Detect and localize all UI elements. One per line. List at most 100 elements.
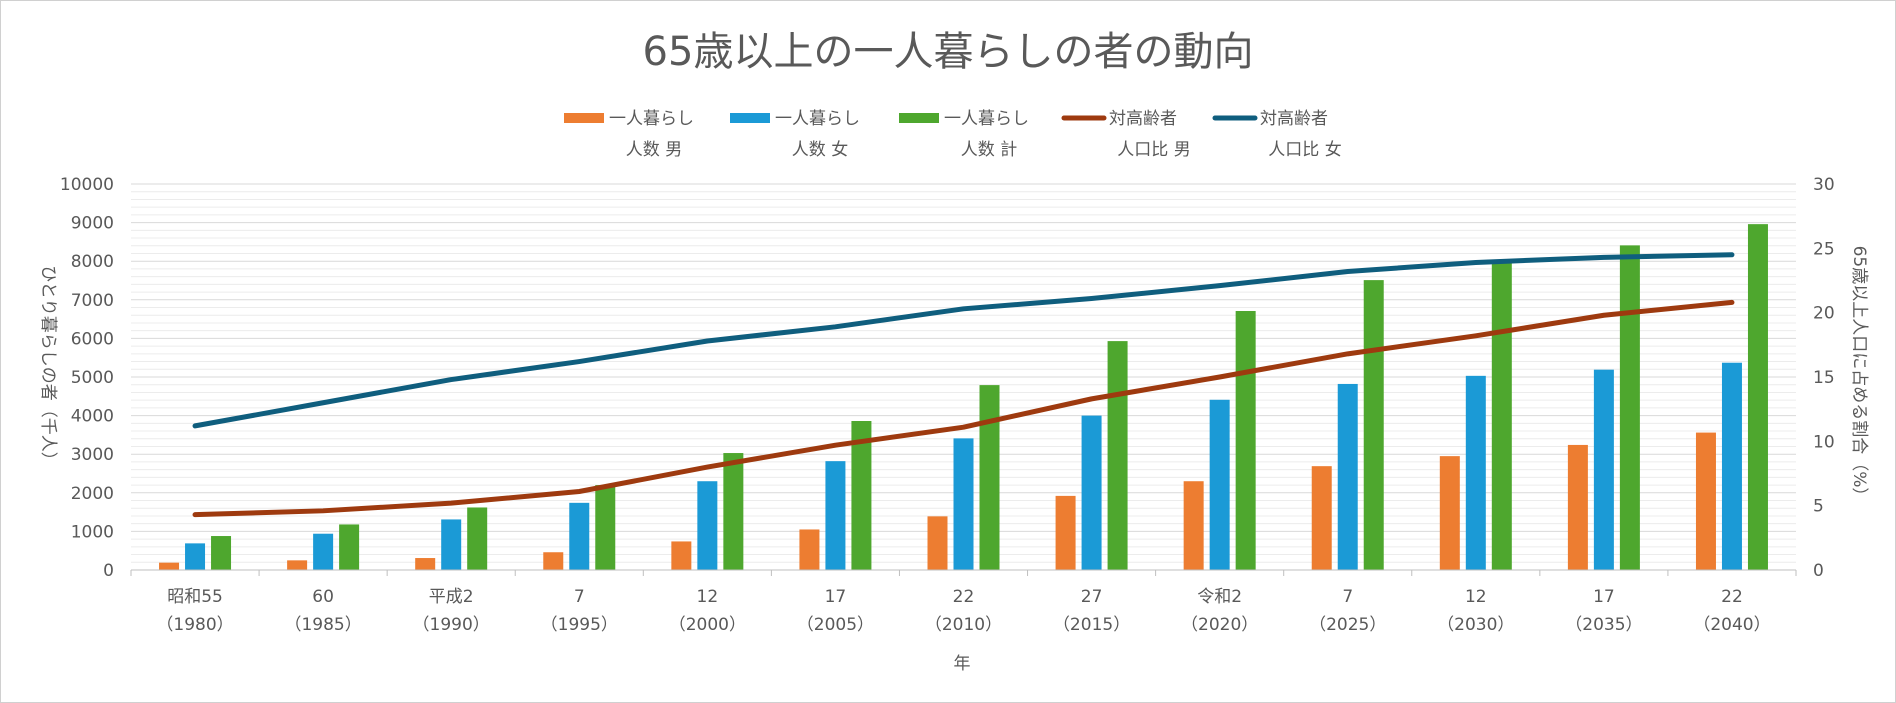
x-tick-label: 12 [697,587,719,607]
bar [1593,369,1614,570]
bar [953,438,974,570]
bar [1439,456,1460,570]
bar [723,453,744,570]
bar [1695,432,1716,570]
x-tick-label: 60 [312,587,334,607]
x-axis-title: 年 [954,654,971,674]
bars [159,224,1768,571]
x-tick-label: 平成2 [429,587,474,607]
y-tick-label: 1000 [71,522,114,542]
bar [211,536,232,570]
x-tick-sublabel: （2030） [1437,615,1514,635]
x-tick-sublabel: （2025） [1309,615,1386,635]
y-tick-label: 0 [103,561,114,581]
x-tick-sublabel: （2035） [1565,615,1642,635]
y2-tick-label: 15 [1813,368,1835,388]
bar [1055,495,1076,570]
y-tick-label: 6000 [71,329,114,349]
x-tick-label: 17 [825,587,847,607]
bar [979,385,1000,570]
legend-label: 人口比 女 [1268,140,1341,160]
x-tick-sublabel: （2015） [1053,615,1130,635]
x-tick-sublabel: （2020） [1181,615,1258,635]
bar [543,552,564,570]
bar [1183,481,1204,570]
bar [415,558,436,570]
lines [192,252,1735,518]
legend-label: 人数 女 [792,140,848,160]
bar [313,533,334,570]
bar [799,529,820,570]
bar [1337,383,1358,570]
y2-tick-label: 30 [1813,175,1835,195]
bar [1747,224,1768,571]
legend-label: 対高齢者 [1260,109,1328,129]
y2-tick-label: 10 [1813,432,1835,452]
legend-swatch [730,113,770,123]
x-tick-label: 22 [1721,587,1743,607]
bar [671,541,692,570]
bar [1209,399,1230,570]
bar [159,562,180,570]
bar [825,461,846,570]
bar [569,502,590,570]
x-tick-label: 12 [1465,587,1487,607]
bar [851,421,872,570]
y-tick-label: 7000 [71,291,114,311]
y2-tick-label: 0 [1813,561,1824,581]
series-line [192,252,1735,429]
x-tick-label: 7 [1342,587,1353,607]
bar [441,519,462,570]
y-tick-label: 3000 [71,445,114,465]
legend-label: 対高齢者 [1109,109,1177,129]
bar [1567,444,1588,570]
legend-swatch [899,113,939,123]
x-tick-label: 昭和55 [167,587,223,607]
y-tick-label: 5000 [71,368,114,388]
bar [1363,280,1384,570]
bar [1311,466,1332,570]
bar [1465,375,1486,570]
y-tick-label: 8000 [71,252,114,272]
x-tick-sublabel: （2000） [669,615,746,635]
x-tick-sublabel: （1995） [541,615,618,635]
bar [595,485,616,570]
legend-label: 人数 男 [626,140,682,160]
bar [1619,245,1640,570]
bar [185,543,206,570]
y2-tick-label: 20 [1813,304,1835,324]
x-tick-sublabel: （2005） [797,615,874,635]
x-tick-label: 17 [1593,587,1615,607]
bar [339,524,360,570]
y-tick-label: 2000 [71,484,114,504]
x-tick-label: 27 [1081,587,1103,607]
chart-title: 65歳以上の一人暮らしの者の動向 [643,29,1254,75]
bar [1081,415,1102,570]
bar [927,516,948,570]
bar [467,507,488,570]
x-tick-sublabel: （1990） [413,615,490,635]
x-tick-label: 22 [953,587,975,607]
series-line [192,299,1735,518]
x-tick-sublabel: （2010） [925,615,1002,635]
legend-swatch [564,113,604,123]
legend-label: 一人暮らし [609,109,694,129]
x-tick-sublabel: （1980） [156,615,233,635]
y-axis-title: ひとり暮らしの者（千人） [38,265,58,469]
x-tick-sublabel: （1985） [284,615,361,635]
y2-axis-title: 65歳以上人口に占める割合（%） [1849,246,1869,505]
y-tick-label: 9000 [71,214,114,234]
bar [697,481,718,570]
legend-label: 人数 計 [961,140,1017,160]
legend-label: 一人暮らし [944,109,1029,129]
bar [1491,262,1512,570]
legend-label: 人口比 男 [1117,140,1190,160]
y-tick-label: 10000 [60,175,114,195]
x-tick-label: 令和2 [1197,587,1242,607]
y-tick-label: 4000 [71,407,114,427]
bar [287,560,308,570]
y2-tick-label: 25 [1813,239,1835,259]
